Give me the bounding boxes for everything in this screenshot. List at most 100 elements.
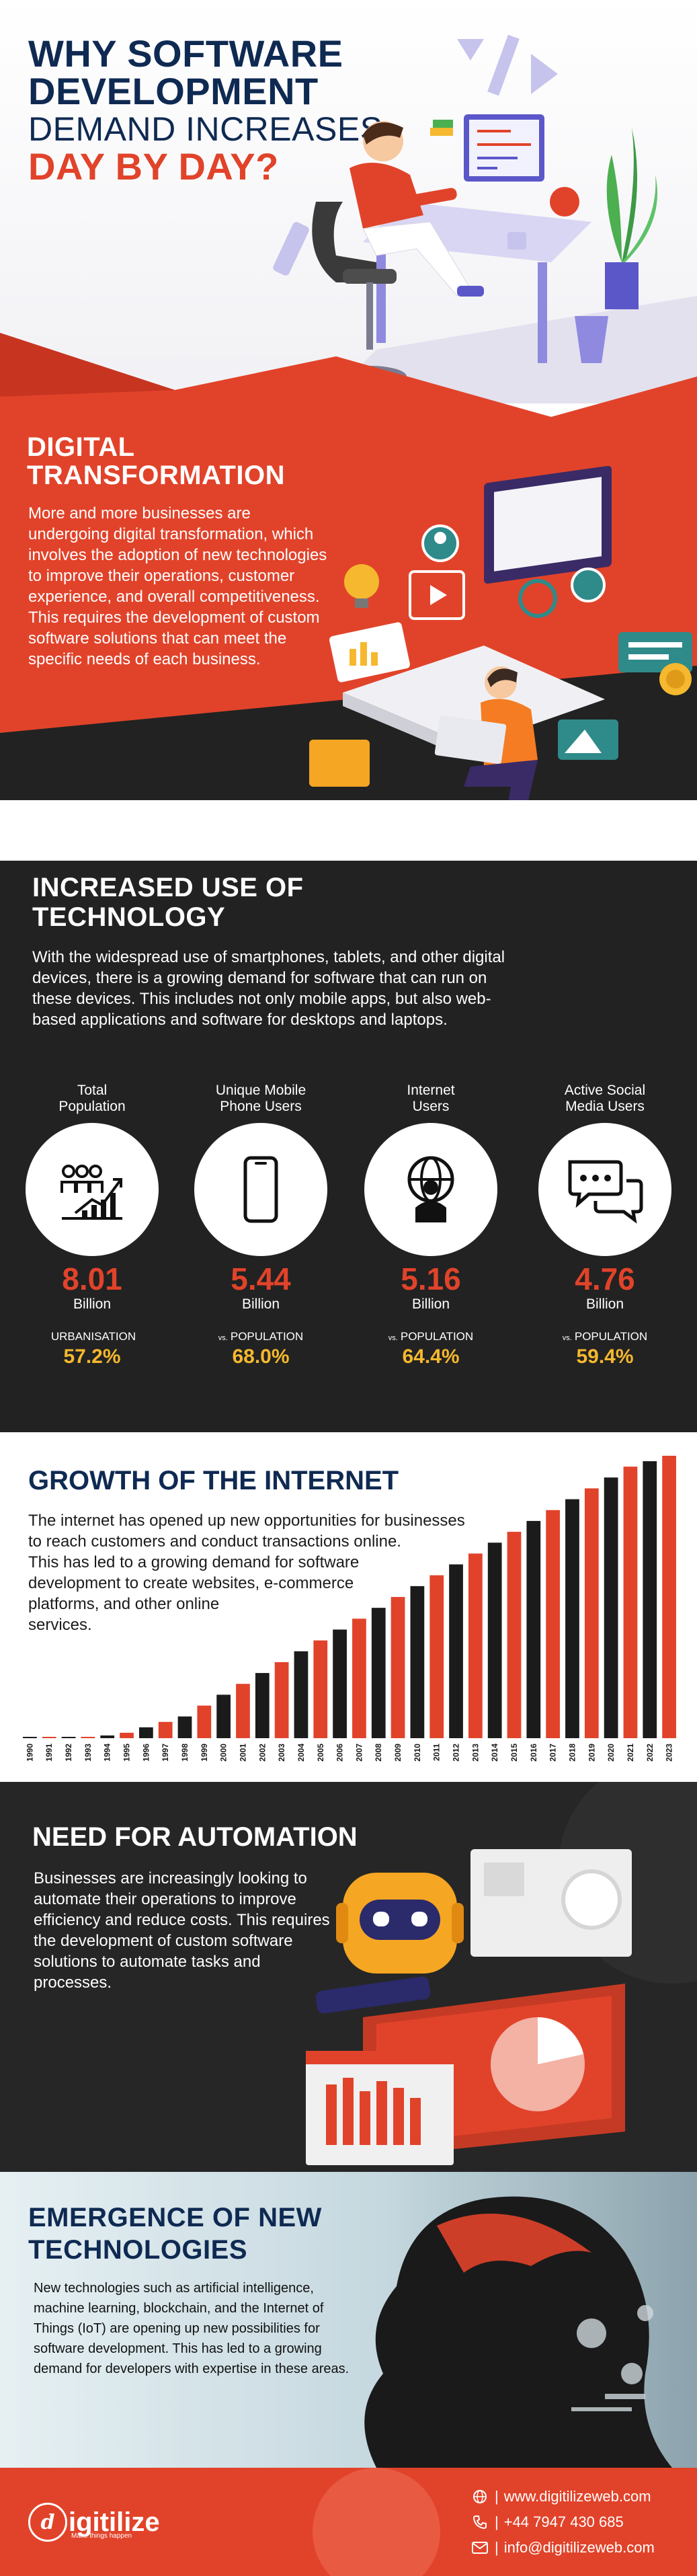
phone-number[interactable]: +44 7947 430 685 [503, 2513, 624, 2530]
tick-label-2023: 2023 [665, 1744, 674, 1762]
contact-email[interactable]: | info@digitilizeweb.com [470, 2539, 655, 2557]
bar-2008 [371, 1608, 386, 1738]
stat-sub-label-text: POPULATION [230, 1330, 304, 1343]
website-link[interactable]: www.digitilizeweb.com [503, 2488, 651, 2505]
digital-body: More and more businesses are undergoing … [28, 504, 327, 668]
bar-2012 [449, 1564, 463, 1738]
bar-1994 [100, 1735, 115, 1738]
email-link[interactable]: info@digitilizeweb.com [503, 2539, 655, 2556]
technology-heading: INCREASED USE OF TECHNOLOGY [32, 873, 304, 932]
stat-unit: Billion [241, 1296, 280, 1312]
emerging-heading-line2: TECHNOLOGIES [28, 2235, 248, 2265]
bar-2004 [294, 1651, 309, 1738]
company-logo[interactable]: d igitilize Make things happen [28, 2503, 160, 2542]
digital-heading-line2: TRANSFORMATION [27, 461, 285, 490]
digital-heading: DIGITAL TRANSFORMATION [27, 433, 285, 490]
stat-sub-value: 68.0% [232, 1345, 290, 1368]
tick-label-2021: 2021 [626, 1744, 635, 1762]
separator: | [495, 2513, 499, 2530]
bar-2021 [623, 1467, 638, 1738]
tick-label-2013: 2013 [470, 1744, 480, 1762]
bar-1990 [23, 1737, 37, 1738]
bar-2016 [526, 1520, 541, 1738]
stat-unit: Billion [585, 1296, 624, 1312]
stat-sub-value: 57.2% [63, 1345, 121, 1368]
contact-website[interactable]: | www.digitilizeweb.com [470, 2488, 651, 2505]
tick-label-1997: 1997 [161, 1744, 170, 1762]
bar-2007 [352, 1618, 366, 1738]
tick-label-2018: 2018 [567, 1744, 577, 1762]
automation-heading: NEED FOR AUTOMATION [32, 1822, 358, 1852]
email-icon [470, 2539, 489, 2557]
digital-illustration [309, 465, 692, 800]
tick-label-2017: 2017 [548, 1744, 558, 1762]
stat-label-line1: Total [77, 1083, 108, 1098]
tick-label-2016: 2016 [529, 1744, 538, 1762]
bar-2014 [487, 1543, 502, 1738]
internet-growth-section: 1990 1991 1992 1993 1994 1995 1996 1997 1998 1999… [0, 1432, 697, 1782]
stat-value: 8.01 [62, 1261, 122, 1296]
hero-title-line1: WHY SOFTWARE [28, 32, 343, 75]
stat-sub-label-text: POPULATION [400, 1330, 474, 1343]
internet-growth-chart: 1990 1991 1992 1993 1994 1995 1996 1997 1998 1999… [23, 1456, 676, 1762]
stat-label-line1: Unique Mobile [215, 1083, 306, 1098]
tick-label-2003: 2003 [277, 1744, 286, 1762]
tick-label-2007: 2007 [354, 1744, 364, 1762]
tick-label-1995: 1995 [122, 1744, 132, 1762]
population-growth-icon [60, 1165, 122, 1220]
code-symbol-icon [457, 34, 558, 96]
bar-1991 [42, 1737, 56, 1738]
bar-1996 [138, 1727, 153, 1738]
technology-section: INCREASED USE OF TECHNOLOGY With the wid… [0, 861, 697, 1432]
ai-head-illustration [364, 2196, 672, 2468]
emerging-heading: EMERGENCE OF NEW TECHNOLOGIES [28, 2201, 322, 2266]
contact-phone[interactable]: | +44 7947 430 685 [470, 2513, 624, 2531]
technology-body: With the widespread use of smartphones, … [32, 948, 505, 1029]
stat-value: 4.76 [575, 1261, 635, 1296]
bar-2006 [333, 1629, 347, 1738]
internet-body-line2: to reach customers and conduct transacti… [28, 1532, 401, 1551]
bar-1999 [197, 1705, 212, 1738]
bar-2015 [507, 1532, 522, 1738]
stat-icon-circle [194, 1123, 327, 1256]
bar-2010 [410, 1586, 425, 1738]
tick-label-1994: 1994 [103, 1744, 112, 1762]
tick-label-2002: 2002 [257, 1744, 267, 1762]
tick-label-1990: 1990 [25, 1744, 34, 1762]
tick-label-2001: 2001 [238, 1744, 247, 1762]
bar-2002 [255, 1673, 270, 1738]
stat-label: Total Population [25, 1083, 159, 1118]
stat-social-media-users: Active Social Media Users 4.76 Billion v… [538, 1083, 672, 1369]
stat-icon-circle [26, 1123, 159, 1256]
stat-unit: Billion [411, 1296, 450, 1312]
technology-heading-line1: INCREASED USE OF [32, 873, 304, 902]
stat-label: Internet Users [364, 1083, 498, 1118]
tick-label-1999: 1999 [200, 1744, 209, 1762]
bar-2013 [468, 1553, 483, 1738]
separator: | [495, 2488, 499, 2505]
tick-label-2005: 2005 [316, 1744, 325, 1762]
stat-label-line2: Population [58, 1099, 126, 1114]
stat-sub-label: vs. POPULATION [194, 1330, 328, 1345]
bar-2000 [216, 1694, 231, 1738]
chat-bubbles-icon [568, 1160, 643, 1224]
stat-sub-value: 59.4% [576, 1345, 634, 1368]
tick-label-2011: 2011 [432, 1744, 442, 1761]
bar-2011 [429, 1575, 444, 1738]
stat-sub-label-text: POPULATION [574, 1330, 648, 1343]
footer: d igitilize Make things happen | www.dig… [0, 2468, 697, 2576]
internet-body-line1: The internet has opened up new opportuni… [28, 1512, 465, 1530]
bar-2023 [662, 1456, 676, 1738]
digital-heading-line1: DIGITAL [27, 432, 135, 462]
separator: | [495, 2539, 499, 2556]
bar-1993 [81, 1736, 95, 1738]
bar-2017 [546, 1510, 561, 1738]
stat-internet-users: Internet Users 5.16 Billion vs. POPULATIO… [364, 1083, 498, 1369]
internet-body-line6: services. [28, 1616, 92, 1634]
stat-unit: Billion [73, 1296, 112, 1312]
technology-heading-line2: TECHNOLOGY [32, 902, 226, 932]
tick-label-1998: 1998 [180, 1744, 190, 1762]
tick-label-2008: 2008 [374, 1744, 383, 1762]
tick-label-1991: 1991 [44, 1744, 54, 1762]
tick-label-1996: 1996 [141, 1744, 151, 1762]
